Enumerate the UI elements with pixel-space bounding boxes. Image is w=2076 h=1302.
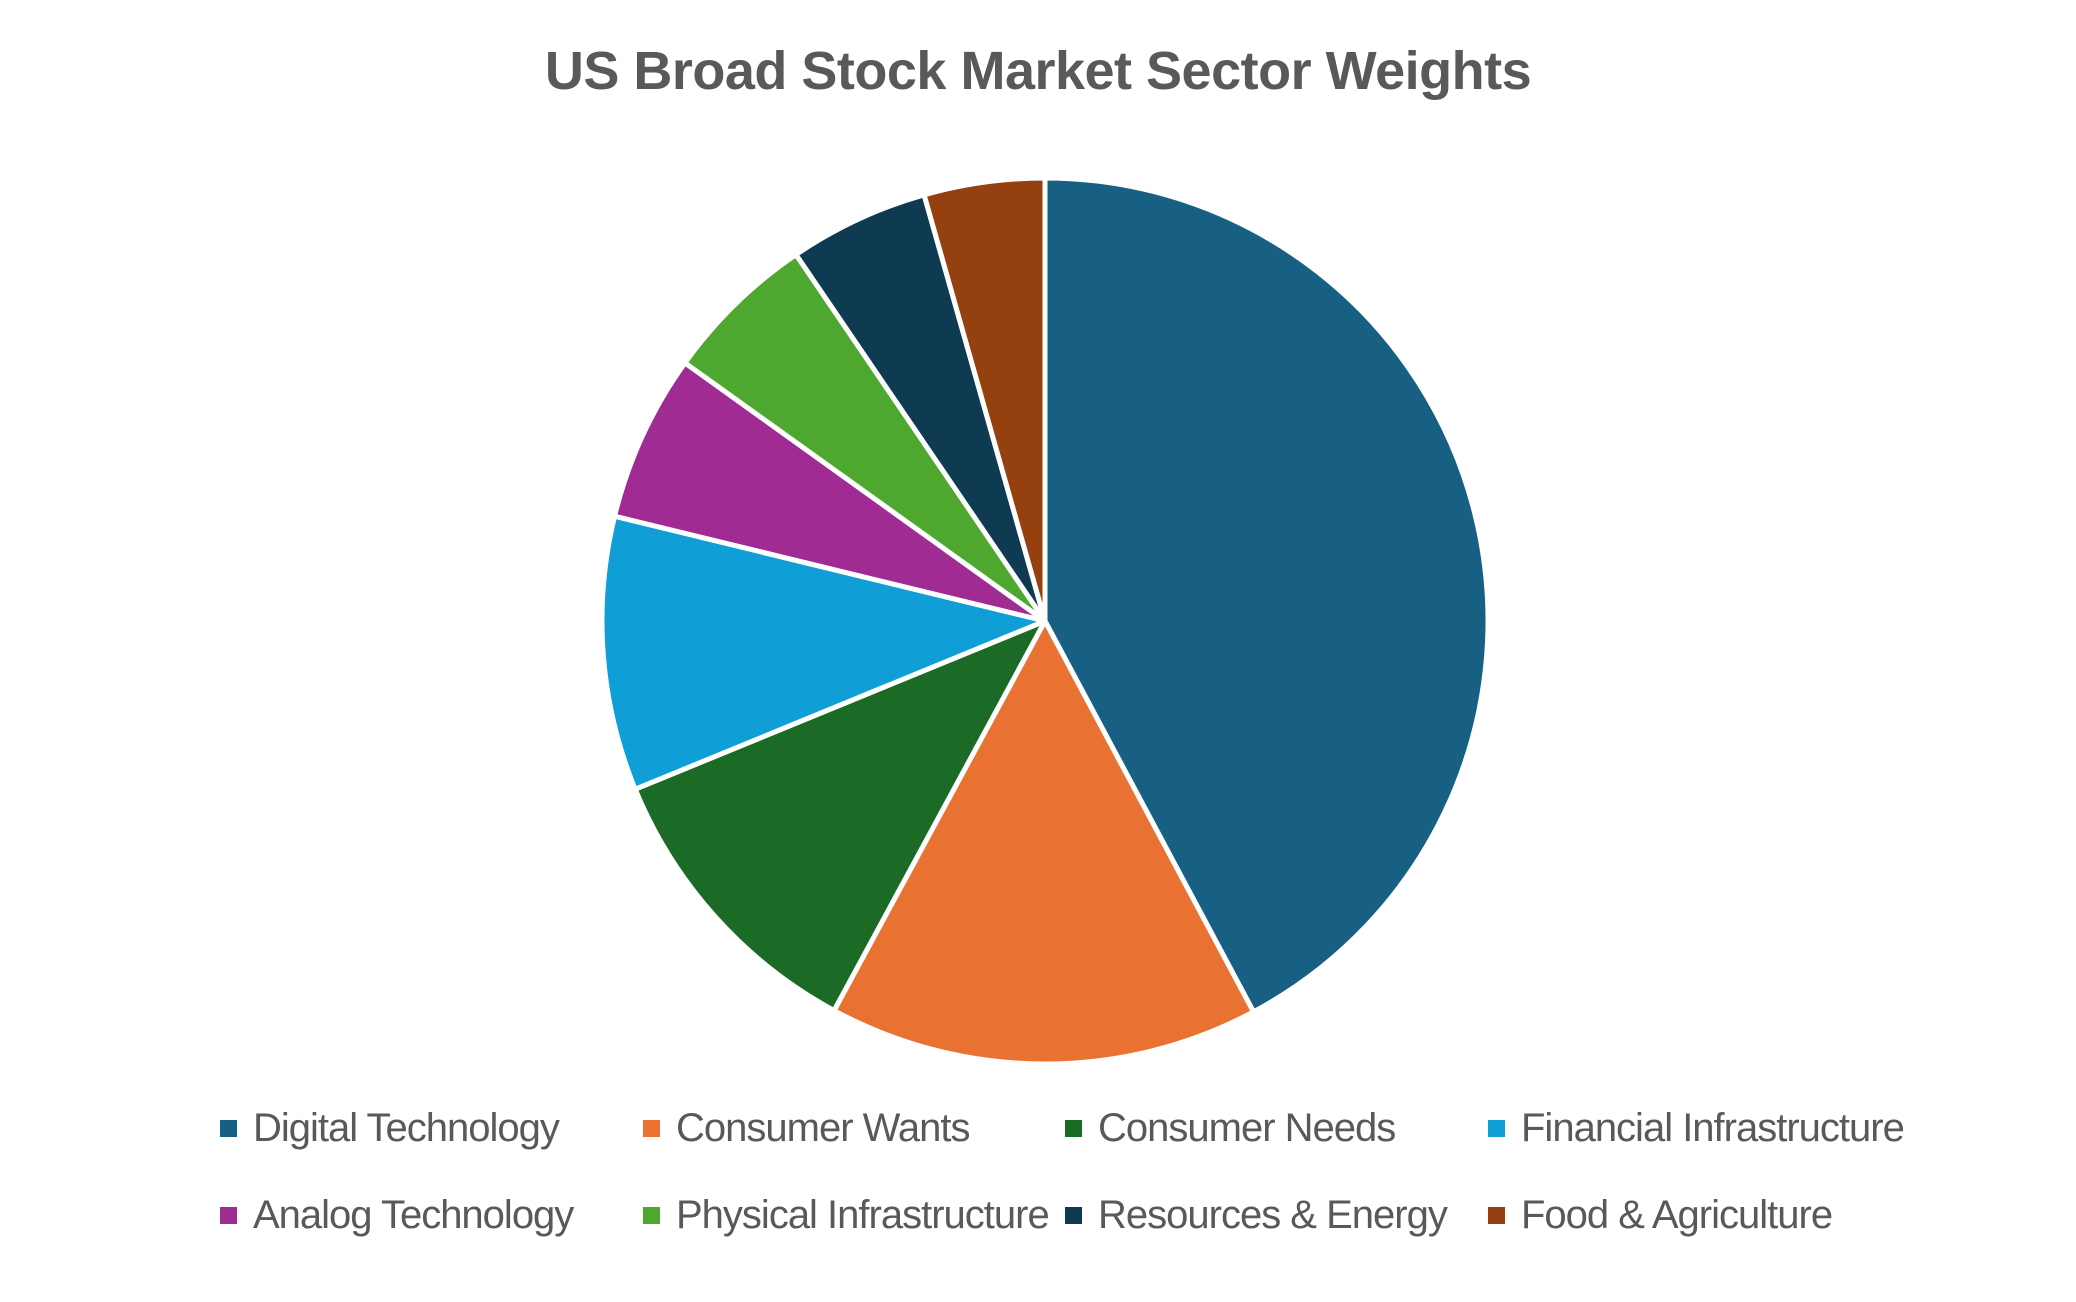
chart-title: US Broad Stock Market Sector Weights: [544, 41, 1532, 101]
pie-slice-analog-technology: [612, 360, 1048, 624]
pie-slice-consumer-wants: [831, 618, 1257, 1067]
pie-slice-digital-technology: [1042, 175, 1491, 1015]
pie-slice-physical-infrastructure: [682, 252, 1048, 624]
pie-slice-consumer-needs: [632, 618, 1048, 1014]
pie-slice-resources-energy: [793, 192, 1048, 624]
pie-slice-food-agriculture: [921, 175, 1048, 624]
pie-slice-financial-infrastructure: [599, 513, 1048, 792]
pie-slices: [599, 175, 1491, 1067]
